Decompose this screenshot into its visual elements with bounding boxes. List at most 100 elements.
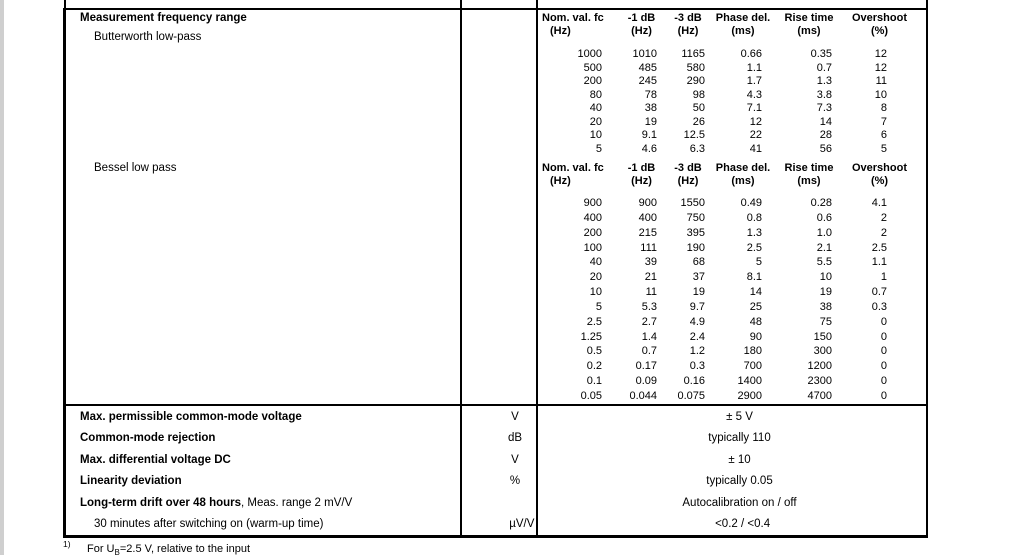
freq-table-cell: 38 xyxy=(644,102,657,114)
table-divider-units-left xyxy=(460,0,462,537)
freq-table-row: 10 9.1 12.5 22 28 6 xyxy=(538,129,926,143)
freq-table-cell: 4700 xyxy=(807,389,832,402)
freq-table-cell: 5 xyxy=(595,300,602,313)
column-header: Phase del. xyxy=(715,12,771,24)
spec-row-unit: dB xyxy=(507,432,523,445)
freq-table-cell: 1000 xyxy=(577,48,602,60)
column-unit: (ms) xyxy=(731,25,755,37)
freq-table-cell: 0.2 xyxy=(586,360,602,373)
spec-row-unit: % xyxy=(509,475,521,488)
freq-table-cell: 1010 xyxy=(632,48,657,60)
freq-table-cell: 2300 xyxy=(807,375,832,388)
freq-table-cell: 111 xyxy=(640,241,657,254)
spec-row-label-bold: Linearity deviation xyxy=(80,475,182,488)
freq-table-cell: 9.7 xyxy=(689,300,705,313)
freq-table-cell: 0.28 xyxy=(810,197,832,209)
freq-table-cell: 5 xyxy=(880,142,887,155)
freq-table-cell: 0.17 xyxy=(635,360,657,373)
footnote-post: =2.5 V, relative to the input xyxy=(119,543,251,555)
freq-table-cell: 150 xyxy=(813,330,832,343)
freq-table-cell: 80 xyxy=(589,88,602,101)
column-header: Phase del. xyxy=(715,162,771,174)
freq-table-row: 0.1 0.09 0.16 1400 2300 0 xyxy=(538,375,926,390)
freq-table-cell: 900 xyxy=(638,197,657,209)
freq-table-cell: 290 xyxy=(686,75,705,87)
freq-table-row: 10 11 19 14 19 0.7 xyxy=(538,286,926,301)
freq-table-cell: 2.1 xyxy=(816,241,832,254)
freq-table-row: 80 78 98 4.3 3.8 10 xyxy=(538,89,926,103)
spec-row: Max. permissible common-mode voltage V ± 5… xyxy=(63,406,926,428)
freq-table-cell: 0.16 xyxy=(683,375,705,388)
column-header: Rise time xyxy=(784,162,834,174)
spec-row-unit: V xyxy=(511,410,519,423)
freq-table-cell: 1550 xyxy=(680,197,705,209)
freq-table-cell: 0.7 xyxy=(641,345,657,358)
column-header: Overshoot xyxy=(851,12,907,24)
column-unit: (Hz) xyxy=(631,175,652,187)
freq-table-cell: 0.05 xyxy=(580,389,602,402)
freq-table-cell: 98 xyxy=(692,88,705,101)
page-edge-strip xyxy=(0,0,4,555)
freq-table-row: 1000 1010 1165 0.66 0.35 12 xyxy=(538,48,926,62)
freq-table-cell: 180 xyxy=(743,345,762,358)
freq-table-cell: 2.5 xyxy=(746,241,762,254)
freq-table-cell: 19 xyxy=(692,286,705,299)
freq-table-row: 5 5.3 9.7 25 38 0.3 xyxy=(538,301,926,316)
freq-table-cell: 1.7 xyxy=(746,75,762,87)
freq-table-cell: 56 xyxy=(819,142,832,155)
freq-table-cell: 300 xyxy=(813,345,832,358)
column-unit: (ms) xyxy=(797,25,821,37)
freq-table-cell: 6.3 xyxy=(689,142,705,155)
bessel-data-rows: 900 900 1550 0.49 0.28 4.1 400 400 750 0.8 0.6 2 200… xyxy=(538,197,926,405)
column-header: -3 dB xyxy=(674,162,702,174)
freq-table-cell: 1200 xyxy=(807,360,832,373)
butterworth-data-rows: 1000 1010 1165 0.66 0.35 12 500 485 580 1.1 0.7 12 2… xyxy=(538,48,926,156)
column-unit: (Hz) xyxy=(677,25,699,37)
freq-table-cell: 0.3 xyxy=(871,300,887,313)
freq-table-row: 500 485 580 1.1 0.7 12 xyxy=(538,62,926,76)
footnote-subscript: B xyxy=(114,548,120,557)
freq-table-cell: 40 xyxy=(589,102,602,114)
freq-table-row: 900 900 1550 0.49 0.28 4.1 xyxy=(538,197,926,212)
freq-table-row: 0.05 0.044 0.075 2900 4700 0 xyxy=(538,390,926,405)
freq-table-cell: 2 xyxy=(880,211,887,224)
freq-table-cell: 750 xyxy=(686,211,705,224)
freq-table-cell: 10 xyxy=(874,88,887,101)
freq-table-row: 100 111 190 2.5 2.1 2.5 xyxy=(538,242,926,257)
freq-table-cell: 0.09 xyxy=(635,375,657,388)
freq-table-cell: 1.1 xyxy=(871,256,887,269)
freq-table-cell: 395 xyxy=(686,226,705,239)
freq-table-cell: 0.044 xyxy=(629,389,657,402)
freq-table-cell: 0.7 xyxy=(816,61,832,74)
freq-table-row: 200 245 290 1.7 1.3 11 xyxy=(538,75,926,89)
freq-table-cell: 0 xyxy=(880,375,887,388)
freq-table-cell: 485 xyxy=(638,61,657,74)
freq-table-cell: 0 xyxy=(880,315,887,328)
freq-table-cell: 0.5 xyxy=(586,345,602,358)
table-border-left xyxy=(63,8,66,538)
freq-table-cell: 4.9 xyxy=(689,315,705,328)
freq-table-cell: 400 xyxy=(583,211,602,224)
freq-table-cell: 500 xyxy=(583,61,602,74)
freq-table-cell: 8 xyxy=(880,102,887,114)
freq-table-row: 2.5 2.7 4.9 48 75 0 xyxy=(538,316,926,331)
freq-table-cell: 0.66 xyxy=(740,48,762,60)
spec-row-unit: µV/V xyxy=(509,518,535,531)
spec-row-label: 30 minutes after switching on (warm-up t… xyxy=(63,518,484,530)
freq-table-cell: 4.6 xyxy=(641,142,657,155)
column-header: -1 dB xyxy=(627,162,656,174)
freq-table-cell: 0.49 xyxy=(740,197,762,209)
freq-table-cell: 4.1 xyxy=(871,197,887,209)
freq-table-cell: 1.0 xyxy=(816,226,832,239)
butterworth-header-row: Nom. val. fc -1 dB -3 dB Phase del. Rise tim… xyxy=(538,12,926,25)
freq-table-cell: 2.7 xyxy=(641,315,657,328)
freq-table-cell: 0 xyxy=(880,345,887,358)
label-butterworth-low-pass: Butterworth low-pass xyxy=(94,31,202,43)
column-header: Nom. val. fc xyxy=(542,12,604,24)
table-divider-middle xyxy=(63,404,927,406)
spec-row-value: ± 10 xyxy=(728,453,751,466)
column-header: Overshoot xyxy=(851,162,907,174)
freq-table-row: 5 4.6 6.3 41 56 5 xyxy=(538,143,926,157)
freq-table-cell: 5.5 xyxy=(816,256,832,269)
spec-row: Linearity deviation% typically 0.05 xyxy=(63,471,926,493)
